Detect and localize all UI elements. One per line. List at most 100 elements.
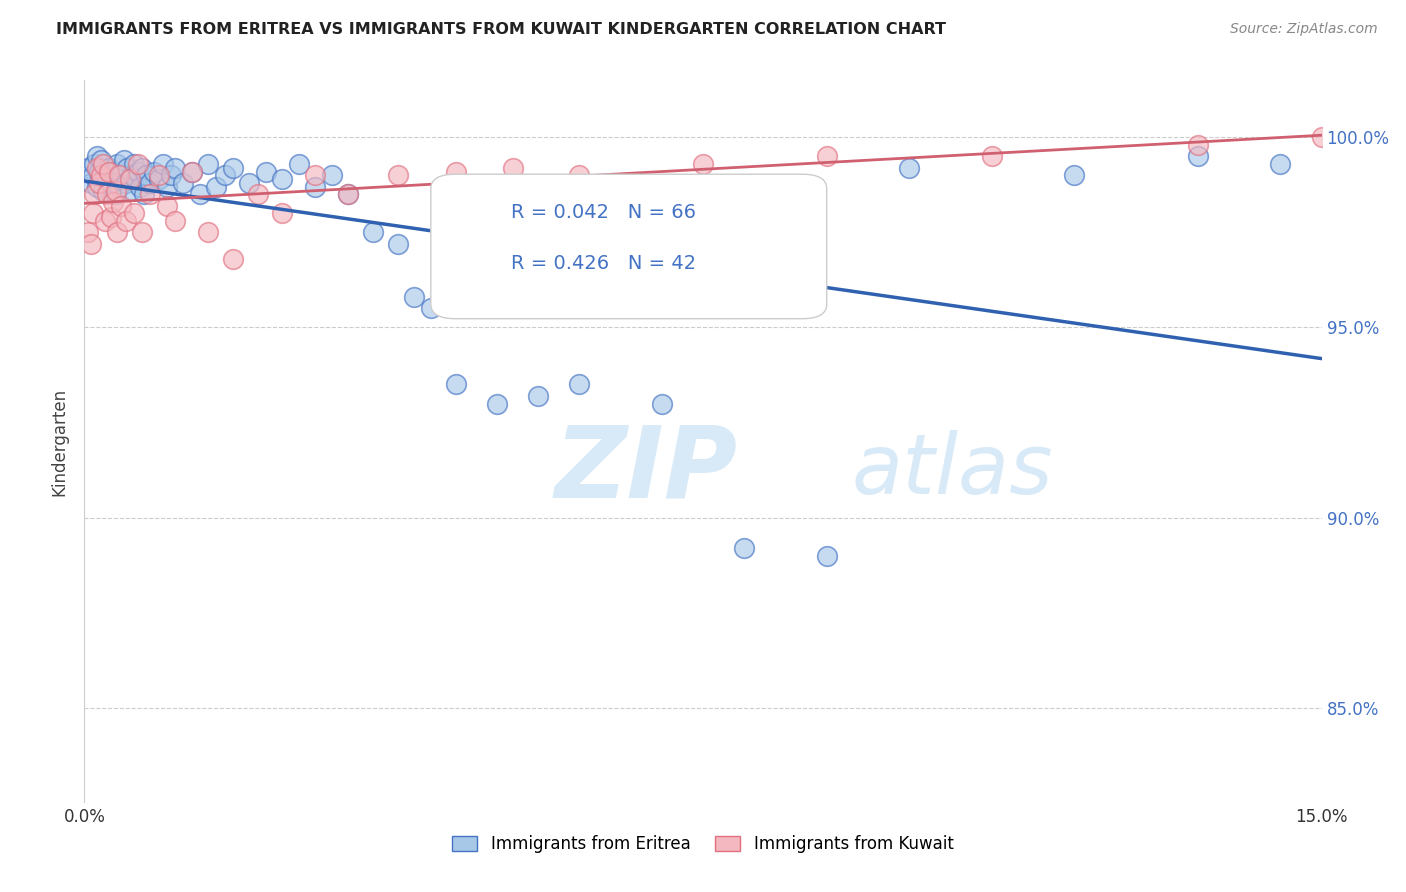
Point <box>103 164 125 178</box>
Point <box>110 199 132 213</box>
Point <box>898 161 921 175</box>
Point <box>104 184 127 198</box>
Point <box>100 210 122 224</box>
Point <box>387 169 409 183</box>
Point <box>419 301 441 316</box>
Point <box>733 541 755 555</box>
Point <box>90 153 112 168</box>
Point <box>148 169 170 183</box>
Point <box>337 187 360 202</box>
Point <box>139 176 162 190</box>
Point <box>127 157 149 171</box>
Point <box>82 169 104 183</box>
Point <box>337 187 360 202</box>
Legend: Immigrants from Eritrea, Immigrants from Kuwait: Immigrants from Eritrea, Immigrants from… <box>446 828 960 860</box>
Point <box>156 179 179 194</box>
Point <box>94 169 117 183</box>
Point <box>135 169 157 183</box>
Point <box>246 187 269 202</box>
Point <box>404 290 426 304</box>
Point <box>131 161 153 175</box>
Point <box>527 389 550 403</box>
Point <box>172 176 194 190</box>
Point <box>114 214 136 228</box>
Y-axis label: Kindergarten: Kindergarten <box>51 387 69 496</box>
Point <box>568 377 591 392</box>
Point <box>108 179 131 194</box>
Point <box>108 169 131 183</box>
Point <box>86 179 108 194</box>
Point <box>132 187 155 202</box>
Point <box>1187 149 1209 163</box>
Point <box>651 396 673 410</box>
Point <box>100 176 122 190</box>
Point <box>271 206 294 220</box>
Point <box>118 172 141 186</box>
Point <box>222 252 245 266</box>
Point <box>188 187 211 202</box>
Point <box>197 226 219 240</box>
Point <box>117 161 139 175</box>
Point <box>321 169 343 183</box>
Point <box>131 226 153 240</box>
Point <box>104 187 127 202</box>
Point <box>139 187 162 202</box>
Point <box>214 169 236 183</box>
Point <box>387 236 409 251</box>
Point <box>86 149 108 163</box>
Point <box>90 169 112 183</box>
Point <box>304 169 326 183</box>
Point <box>82 206 104 220</box>
Point <box>124 172 146 186</box>
Point <box>89 176 111 190</box>
Point <box>815 549 838 563</box>
Point <box>1063 169 1085 183</box>
Point <box>1270 157 1292 171</box>
Point <box>238 176 260 190</box>
Point <box>361 226 384 240</box>
Point <box>156 199 179 213</box>
Point <box>143 164 166 178</box>
Text: Source: ZipAtlas.com: Source: ZipAtlas.com <box>1230 22 1378 37</box>
Point <box>485 396 508 410</box>
Point <box>112 153 135 168</box>
Point <box>980 149 1002 163</box>
Point <box>205 179 228 194</box>
Text: IMMIGRANTS FROM ERITREA VS IMMIGRANTS FROM KUWAIT KINDERGARTEN CORRELATION CHART: IMMIGRANTS FROM ERITREA VS IMMIGRANTS FR… <box>56 22 946 37</box>
Point <box>94 214 117 228</box>
Point <box>152 157 174 171</box>
Point <box>91 184 114 198</box>
Point <box>815 149 838 163</box>
Point <box>254 164 277 178</box>
Text: ZIP: ZIP <box>554 422 738 519</box>
Point <box>96 187 118 202</box>
Point <box>444 164 467 178</box>
Point <box>165 161 187 175</box>
Point <box>77 161 100 175</box>
Point <box>568 169 591 183</box>
Point <box>129 179 152 194</box>
Point <box>80 236 103 251</box>
FancyBboxPatch shape <box>430 174 827 318</box>
Point <box>444 377 467 392</box>
Point <box>502 161 524 175</box>
Point <box>122 206 145 220</box>
Point <box>127 164 149 178</box>
Text: R = 0.426   N = 42: R = 0.426 N = 42 <box>512 253 696 273</box>
Point <box>121 169 143 183</box>
Point <box>114 176 136 190</box>
Text: R = 0.042   N = 66: R = 0.042 N = 66 <box>512 203 696 222</box>
Point <box>98 161 121 175</box>
Point <box>222 161 245 175</box>
Point <box>165 214 187 228</box>
Point <box>1310 130 1333 145</box>
Point <box>105 157 128 171</box>
Point <box>118 184 141 198</box>
Point <box>83 187 105 202</box>
Point <box>197 157 219 171</box>
Point <box>180 164 202 178</box>
Point <box>148 172 170 186</box>
Point <box>98 164 121 178</box>
Point <box>692 157 714 171</box>
Point <box>91 157 114 171</box>
